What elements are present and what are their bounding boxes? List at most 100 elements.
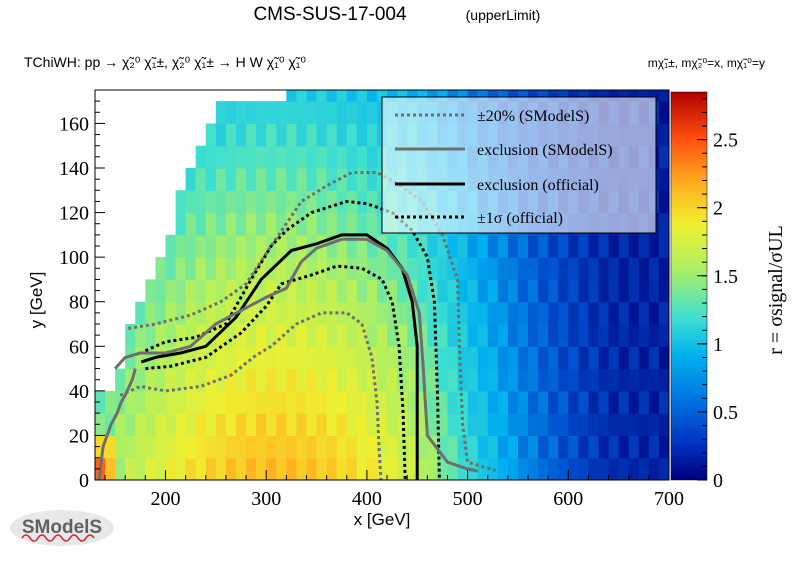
heatmap-cell bbox=[658, 279, 669, 303]
heatmap-cell bbox=[366, 145, 378, 169]
heatmap-cell bbox=[165, 390, 177, 414]
heatmap-cell bbox=[256, 212, 267, 236]
heatmap-cell bbox=[225, 101, 237, 125]
heatmap-cell bbox=[356, 368, 368, 392]
heatmap-cell bbox=[266, 413, 277, 437]
heatmap-cell bbox=[618, 324, 630, 347]
heatmap-cell bbox=[336, 368, 348, 392]
heatmap-cell bbox=[387, 301, 398, 325]
heatmap-cell bbox=[185, 346, 197, 370]
heatmap-cell bbox=[276, 145, 287, 169]
heatmap-cell bbox=[387, 346, 398, 370]
contour-exclusion-smodels-6 bbox=[97, 368, 137, 480]
heatmap-cell bbox=[316, 168, 328, 191]
heatmap-cell bbox=[266, 390, 277, 414]
heatmap-cell bbox=[185, 435, 197, 459]
heatmap-cell bbox=[568, 413, 579, 437]
heatmap-cell bbox=[225, 257, 237, 281]
heatmap-cell bbox=[538, 435, 549, 459]
heatmap-cell bbox=[326, 168, 338, 191]
heatmap-cell bbox=[246, 190, 257, 214]
heatmap-cell bbox=[225, 324, 237, 347]
heatmap-cell bbox=[407, 368, 418, 392]
heatmap-cell bbox=[215, 390, 227, 414]
heatmap-cell bbox=[326, 257, 338, 281]
heatmap-cell bbox=[145, 368, 157, 392]
heatmap-cell bbox=[658, 101, 669, 125]
heatmap-cell bbox=[628, 257, 640, 281]
heatmap-cell bbox=[638, 390, 650, 414]
heatmap-cell bbox=[376, 435, 388, 459]
heatmap-cell bbox=[477, 279, 489, 303]
heatmap-cell bbox=[205, 168, 217, 191]
heatmap-cell bbox=[618, 257, 630, 281]
heatmap-cell bbox=[447, 324, 459, 347]
heatmap-cell bbox=[316, 390, 328, 414]
heatmap-cell bbox=[588, 234, 600, 258]
heatmap-cell bbox=[215, 346, 227, 370]
heatmap-cell bbox=[447, 368, 459, 392]
heatmap-cell bbox=[608, 368, 620, 392]
heatmap-cell bbox=[517, 346, 529, 370]
y-axis-label: y [GeV] bbox=[27, 272, 46, 329]
colorbar-label: r = σsignal/σUL bbox=[765, 225, 787, 355]
heatmap-cell bbox=[558, 301, 569, 325]
heatmap-cell bbox=[598, 413, 610, 437]
heatmap-cell bbox=[437, 435, 449, 459]
heatmap-cell bbox=[316, 324, 328, 347]
heatmap-cell bbox=[155, 257, 167, 281]
heatmap-cell bbox=[195, 435, 207, 459]
heatmap-cell bbox=[376, 346, 388, 370]
heatmap-cell bbox=[326, 123, 338, 147]
heatmap-cell bbox=[387, 368, 398, 392]
heatmap-cell bbox=[407, 90, 418, 102]
heatmap-cell bbox=[658, 168, 669, 191]
heatmap-cell bbox=[417, 279, 428, 303]
heatmap-cell bbox=[467, 324, 479, 347]
heatmap-cell bbox=[135, 413, 146, 437]
heatmap-cell bbox=[628, 234, 640, 258]
heatmap-cell bbox=[225, 390, 237, 414]
heatmap-cell bbox=[417, 413, 428, 437]
heatmap-cell bbox=[648, 413, 660, 437]
heatmap-cell bbox=[316, 413, 328, 437]
heatmap-cell bbox=[477, 457, 489, 480]
heatmap-cell bbox=[306, 168, 318, 191]
heatmap-cell bbox=[105, 390, 116, 414]
heatmap-cell bbox=[185, 368, 197, 392]
heatmap-cell bbox=[205, 301, 217, 325]
heatmap-cell bbox=[195, 212, 207, 236]
heatmap-cell bbox=[336, 413, 348, 437]
heatmap-cell bbox=[558, 413, 569, 437]
heatmap-cell bbox=[336, 212, 348, 236]
heatmap-cell bbox=[608, 324, 620, 347]
colorbar-tick-label: 0 bbox=[713, 470, 723, 492]
x-tick-label: 200 bbox=[150, 488, 180, 510]
heatmap-cell bbox=[296, 301, 308, 325]
heatmap-cell bbox=[135, 301, 146, 325]
heatmap-cell bbox=[296, 101, 308, 125]
heatmap-cell bbox=[95, 435, 106, 459]
heatmap-cell bbox=[316, 301, 328, 325]
heatmap-cell bbox=[366, 234, 378, 258]
heatmap-cell bbox=[658, 257, 669, 281]
heatmap-cell bbox=[588, 346, 600, 370]
heatmap-cell bbox=[376, 279, 388, 303]
heatmap-cell bbox=[225, 413, 237, 437]
heatmap-cell bbox=[175, 390, 187, 414]
heatmap-cell bbox=[266, 457, 277, 480]
heatmap-cell bbox=[286, 368, 297, 392]
heatmap-cell bbox=[336, 123, 348, 147]
heatmap-cell bbox=[256, 101, 267, 125]
heatmap-cell bbox=[235, 435, 247, 459]
heatmap-cell bbox=[175, 368, 187, 392]
heatmap-cell bbox=[417, 390, 428, 414]
y-tick-label: 20 bbox=[69, 425, 89, 447]
heatmap-cell bbox=[246, 212, 257, 236]
heatmap-cell bbox=[517, 324, 529, 347]
heatmap-cell bbox=[286, 168, 297, 191]
heatmap-cell bbox=[246, 301, 257, 325]
heatmap-cell bbox=[497, 301, 509, 325]
heatmap-cell bbox=[346, 368, 358, 392]
heatmap-cell bbox=[457, 301, 469, 325]
